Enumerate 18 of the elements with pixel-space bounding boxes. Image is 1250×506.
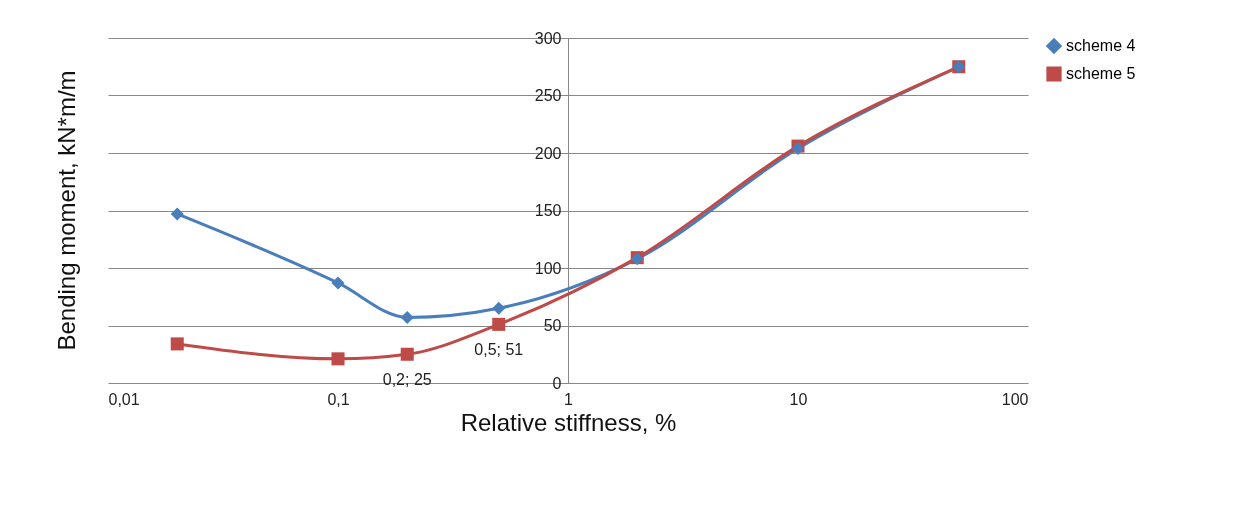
y-tick-label: 250 xyxy=(534,87,562,104)
x-tick-label: 1 xyxy=(564,390,574,408)
annotation: 0,5; 51 xyxy=(474,341,524,359)
annotation: 0,2; 25 xyxy=(382,371,432,389)
x-axis-title: Relative stiffness, % xyxy=(460,408,677,436)
y-tick-label: 0 xyxy=(552,374,562,392)
legend-label: scheme 4 xyxy=(1066,37,1136,54)
y-tick-label: 150 xyxy=(534,202,562,219)
y-axis-title: Bending moment, kN*m/m xyxy=(53,70,80,351)
x-tick-label: 10 xyxy=(789,390,808,408)
x-tick-label: 0,01 xyxy=(108,390,140,408)
x-tick-label: 0,1 xyxy=(327,390,350,408)
y-tick-label: 300 xyxy=(534,29,562,47)
x-tick-label: 100 xyxy=(1001,390,1029,408)
y-tick-label: 50 xyxy=(543,317,562,334)
y-tick-label: 100 xyxy=(534,259,562,277)
legend-label: scheme 5 xyxy=(1066,65,1136,82)
y-tick-label: 200 xyxy=(534,144,562,162)
